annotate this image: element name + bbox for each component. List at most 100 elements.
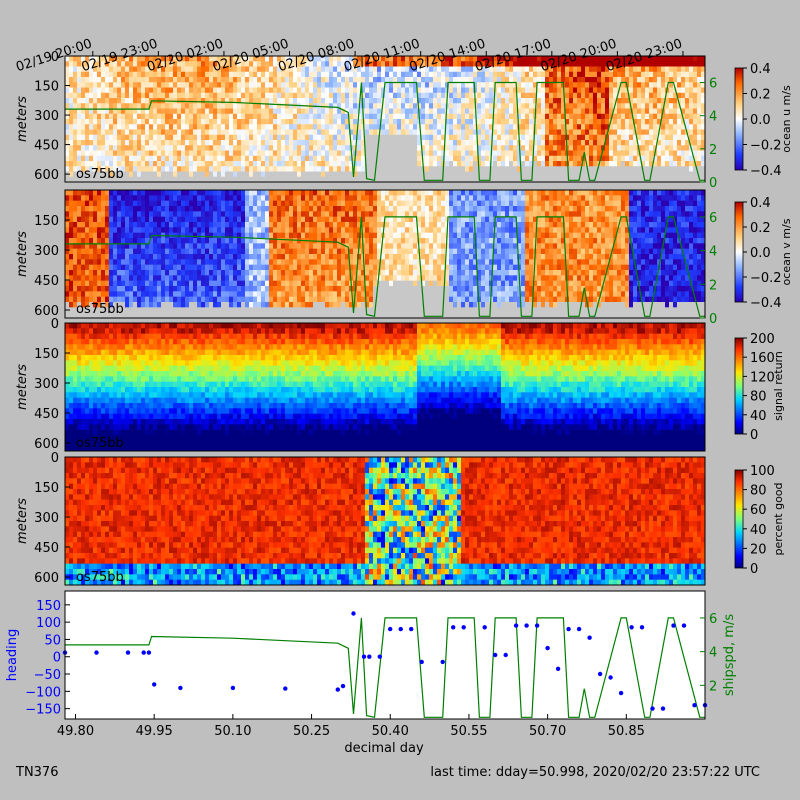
heading-point — [94, 650, 98, 654]
signal-return-heatmap — [65, 323, 705, 451]
heading-ylabel: heading — [5, 629, 20, 682]
heading-point — [126, 650, 130, 654]
ytick-label: 0 — [51, 451, 59, 466]
heading-point — [682, 623, 686, 627]
heading-point — [619, 691, 623, 695]
right-tick-label: 0 — [709, 312, 717, 327]
heading-tick-label: −150 — [25, 703, 61, 718]
ocean-v-colorbar — [735, 202, 743, 302]
ytick-label: 150 — [34, 347, 59, 362]
colorbar-tick-label: 60 — [750, 503, 767, 518]
heading-tick-label: 150 — [36, 599, 61, 614]
ocean-v-heatmap — [65, 190, 705, 318]
last-time-label: last time: dday=50.998, 2020/02/20 23:57… — [430, 765, 760, 780]
heading-tick-label: −100 — [25, 685, 61, 700]
heading-point — [545, 646, 549, 650]
heading-point — [341, 684, 345, 688]
percent-good-colorbar — [735, 470, 743, 568]
heading-point — [451, 625, 455, 629]
colorbar-tick-label: 40 — [750, 409, 767, 424]
shipspeed-ylabel: shipspd, m/s — [722, 614, 737, 696]
signal-return-instrument-label: os75bb — [76, 436, 124, 451]
signal-return-ylabel: meters — [15, 364, 30, 410]
ytick-label: 300 — [34, 109, 59, 124]
colorbar-tick-label: 0.4 — [750, 62, 771, 77]
heading-point — [598, 672, 602, 676]
heading-tick-label: 100 — [36, 616, 61, 631]
right-tick-label: 6 — [709, 77, 717, 92]
percent-good-colorbar-label: percent good — [772, 482, 785, 555]
ytick-label: 300 — [34, 511, 59, 526]
heading-point — [420, 660, 424, 664]
colorbar-tick-label: 0.0 — [750, 246, 771, 261]
heading-point — [640, 625, 644, 629]
colorbar-tick-label: 0.4 — [750, 196, 771, 211]
heading-point — [504, 653, 508, 657]
colorbar-tick-label: 20 — [750, 542, 767, 557]
right-tick-label: 4 — [709, 245, 717, 260]
colorbar-tick-label: 80 — [750, 390, 767, 405]
heading-plot-area — [65, 591, 705, 719]
percent-good-ylabel: meters — [15, 498, 30, 544]
ocean-u-ylabel: meters — [15, 96, 30, 142]
cruise-label: TN376 — [15, 765, 58, 780]
heading-point — [493, 653, 497, 657]
ytick-label: 600 — [34, 168, 59, 183]
xtick-label: 50.55 — [450, 724, 487, 739]
heading-point — [399, 627, 403, 631]
heading-point — [566, 627, 570, 631]
heading-point — [351, 611, 355, 615]
xtick-label: 50.25 — [293, 724, 330, 739]
shipspeed-tick-label: 2 — [709, 679, 717, 694]
heading-point — [462, 625, 466, 629]
heading-point — [535, 623, 539, 627]
right-tick-label: 2 — [709, 143, 717, 158]
heading-point — [231, 686, 235, 690]
colorbar-tick-label: −0.2 — [750, 139, 782, 154]
colorbar-tick-label: 0 — [750, 428, 758, 443]
xtick-label: 49.80 — [57, 724, 94, 739]
ytick-label: 450 — [34, 274, 59, 289]
percent-good-heatmap — [65, 457, 705, 585]
heading-point — [650, 706, 654, 710]
heading-point — [441, 660, 445, 664]
ocean-v-ylabel: meters — [15, 231, 30, 277]
shipspeed-tick-label: 4 — [709, 646, 717, 661]
colorbar-tick-label: 0 — [750, 562, 758, 577]
right-tick-label: 6 — [709, 211, 717, 226]
heading-point — [283, 686, 287, 690]
ocean-u-instrument-label: os75bb — [76, 167, 124, 182]
heading-point — [556, 667, 560, 671]
ytick-label: 450 — [34, 407, 59, 422]
heading-point — [692, 703, 696, 707]
heading-tick-label: 50 — [44, 633, 61, 648]
colorbar-tick-label: 200 — [750, 332, 775, 347]
heading-point — [524, 623, 528, 627]
heading-point — [362, 655, 366, 659]
heading-point — [409, 627, 413, 631]
percent-good-instrument-label: os75bb — [76, 570, 124, 585]
right-tick-label: 4 — [709, 110, 717, 125]
heading-point — [577, 627, 581, 631]
heading-point — [147, 650, 151, 654]
colorbar-tick-label: 40 — [750, 523, 767, 538]
ocean-v-instrument-label: os75bb — [76, 302, 124, 317]
xtick-label: 50.85 — [608, 724, 645, 739]
signal-return-colorbar-label: signal return — [772, 351, 785, 421]
heading-point — [514, 623, 518, 627]
heading-point — [378, 655, 382, 659]
xtick-label: 50.40 — [372, 724, 409, 739]
ytick-label: 300 — [34, 244, 59, 259]
colorbar-tick-label: −0.4 — [750, 296, 782, 311]
right-tick-label: 0 — [709, 176, 717, 191]
xlabel: decimal day — [344, 741, 424, 756]
heading-point — [661, 706, 665, 710]
heading-point — [483, 625, 487, 629]
heading-tick-label: −50 — [34, 668, 61, 683]
